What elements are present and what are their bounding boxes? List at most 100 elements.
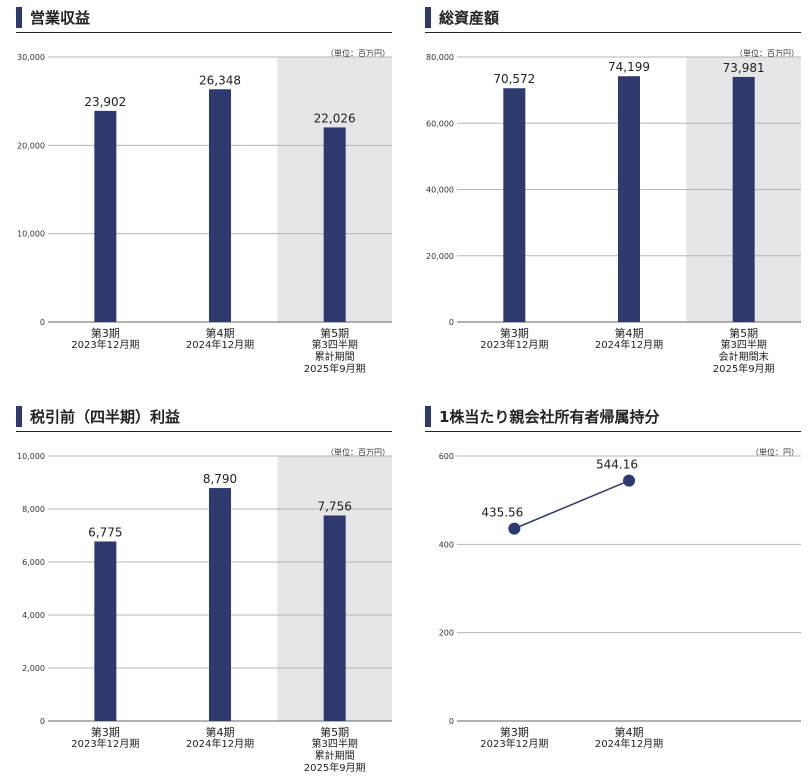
title-rule [16, 32, 392, 33]
x-tick-period: 第5期 [320, 327, 350, 340]
panel-title: 税引前（四半期）利益 [16, 405, 180, 427]
x-tick-label: 第4期 2024年12月期 [572, 727, 687, 751]
data-label: 8,790 [203, 472, 237, 486]
data-point [508, 522, 521, 535]
x-tick-sublabel: 2024年12月期 [185, 739, 255, 750]
title-rule [425, 32, 801, 33]
x-tick-sublabel: 2024年12月期 [185, 340, 255, 351]
panel-title: 総資産額 [425, 6, 499, 28]
bar [94, 541, 117, 721]
x-tick-label: 第4期 2024年12月期 [572, 328, 687, 352]
unit-label: （単位：百万円） [326, 448, 390, 457]
unit-label: （単位：円） [751, 448, 799, 457]
y-tick-label: 10,000 [17, 230, 45, 239]
x-tick-sublabel: 2023年12月期 [71, 340, 140, 351]
x-tick-sublabel: 2025年9月期 [712, 364, 775, 375]
data-point [623, 474, 635, 487]
unit-label: （単位：百万円） [735, 49, 799, 58]
title-rule [425, 431, 801, 432]
data-label: 73,981 [723, 61, 765, 75]
x-tick-period: 第4期 [205, 327, 235, 340]
panel-title-text: 営業収益 [30, 8, 91, 27]
x-tick-sublabel: 2024年12月期 [594, 739, 664, 750]
y-tick-label: 0 [40, 717, 45, 726]
x-tick-sublabel: 第3四半期 [311, 739, 358, 750]
y-tick-label: 60,000 [426, 119, 454, 128]
x-tick-sublabel: 2025年9月期 [303, 364, 366, 375]
y-tick-label: 20,000 [17, 141, 45, 150]
x-tick-sublabel: 2023年12月期 [71, 739, 140, 750]
x-tick-label: 第3期 2023年12月期 [457, 328, 572, 352]
x-tick-period: 第5期 [729, 327, 759, 340]
bar [209, 89, 231, 322]
data-label: 7,756 [317, 499, 351, 513]
y-tick-label: 2,000 [22, 664, 45, 673]
panel-title-text: 1株当たり親会社所有者帰属持分 [439, 407, 660, 426]
x-tick-sublabel: 2025年9月期 [303, 763, 366, 774]
y-tick-label: 0 [449, 717, 454, 726]
data-label: 26,348 [199, 73, 241, 87]
x-tick-period: 第4期 [614, 327, 644, 340]
panel-title-text: 総資産額 [439, 8, 500, 27]
title-rule [16, 431, 392, 432]
x-tick-sublabel: 2023年12月期 [480, 739, 549, 750]
y-tick-label: 40,000 [426, 186, 454, 195]
x-tick-sublabel: 第3四半期 [311, 340, 358, 351]
bar [732, 76, 755, 323]
x-tick-sublabel: 累計期間 [314, 352, 355, 363]
y-tick-label: 80,000 [426, 53, 454, 62]
y-tick-label: 30,000 [17, 53, 45, 62]
chart-pretax-income: 0 2,000 4,000 6,000 8,000 10,000 6,775 8,790 7,7… [17, 452, 392, 726]
y-tick-label: 6,000 [22, 558, 45, 567]
panel-equity-per-share: 1株当たり親会社所有者帰属持分 （単位：円） 0 200 400 600 435.56 5… [425, 405, 801, 780]
x-tick-sublabel: 2024年12月期 [594, 340, 664, 351]
y-tick-label: 600 [439, 452, 454, 461]
y-tick-label: 400 [439, 540, 454, 549]
data-label: 22,026 [314, 111, 356, 125]
x-tick-sublabel: 会計期間末 [718, 352, 769, 363]
series-line [514, 479, 630, 530]
bar [209, 488, 231, 721]
y-tick-label: 0 [449, 318, 454, 327]
x-tick-sublabel: 2023年12月期 [480, 340, 549, 351]
y-tick-label: 200 [439, 629, 454, 638]
x-tick-label: 第4期 2024年12月期 [163, 727, 278, 751]
data-label: 74,199 [608, 60, 650, 74]
x-tick-period: 第4期 [205, 726, 235, 739]
panel-total-assets: 総資産額 （単位：百万円） 0 20,000 40,000 60,000 80,000 7… [425, 6, 801, 386]
x-tick-label: 第3期 2023年12月期 [48, 328, 163, 352]
x-tick-period: 第3期 [499, 726, 529, 739]
x-tick-period: 第4期 [614, 726, 644, 739]
y-tick-label: 4,000 [22, 611, 45, 620]
bar [323, 127, 346, 322]
data-label: 23,902 [84, 95, 126, 109]
data-label: 70,572 [493, 72, 535, 86]
x-tick-period: 第3期 [90, 726, 120, 739]
bar [618, 76, 640, 322]
data-label: 6,775 [88, 525, 122, 539]
x-tick-label: 第5期 第3四半期 累計期間 2025年9月期 [277, 727, 392, 775]
data-label: 544.16 [596, 458, 638, 472]
panel-operating-revenue: 営業収益 （単位：百万円） 0 10,000 20,000 30,000 23,902 2… [16, 6, 392, 386]
x-tick-period: 第3期 [90, 327, 120, 340]
bar [323, 515, 346, 721]
x-tick-sublabel: 第3四半期 [720, 340, 767, 351]
x-tick-period: 第5期 [320, 726, 350, 739]
panel-title-text: 税引前（四半期）利益 [30, 407, 181, 426]
panel-pretax-income: 税引前（四半期）利益 （単位：百万円） 0 2,000 4,000 6,000 8,00… [16, 405, 392, 780]
x-tick-label: 第4期 2024年12月期 [163, 328, 278, 352]
x-tick-label: 第5期 第3四半期 会計期間末 2025年9月期 [686, 328, 801, 376]
panel-title: 1株当たり親会社所有者帰属持分 [425, 405, 659, 427]
bar [94, 110, 117, 323]
y-tick-label: 20,000 [426, 252, 454, 261]
x-tick-label: 第3期 2023年12月期 [457, 727, 572, 751]
chart-total-assets: 0 20,000 40,000 60,000 80,000 70,572 74,199 73,… [426, 53, 801, 327]
panel-title: 営業収益 [16, 6, 90, 28]
y-tick-label: 0 [40, 318, 45, 327]
x-tick-sublabel: 累計期間 [314, 751, 355, 762]
data-label: 435.56 [481, 506, 523, 520]
x-tick-period: 第3期 [499, 327, 529, 340]
title-marker [425, 6, 431, 28]
title-marker [16, 6, 22, 28]
chart-operating-revenue: 0 10,000 20,000 30,000 23,902 26,348 22,026 [17, 53, 392, 327]
